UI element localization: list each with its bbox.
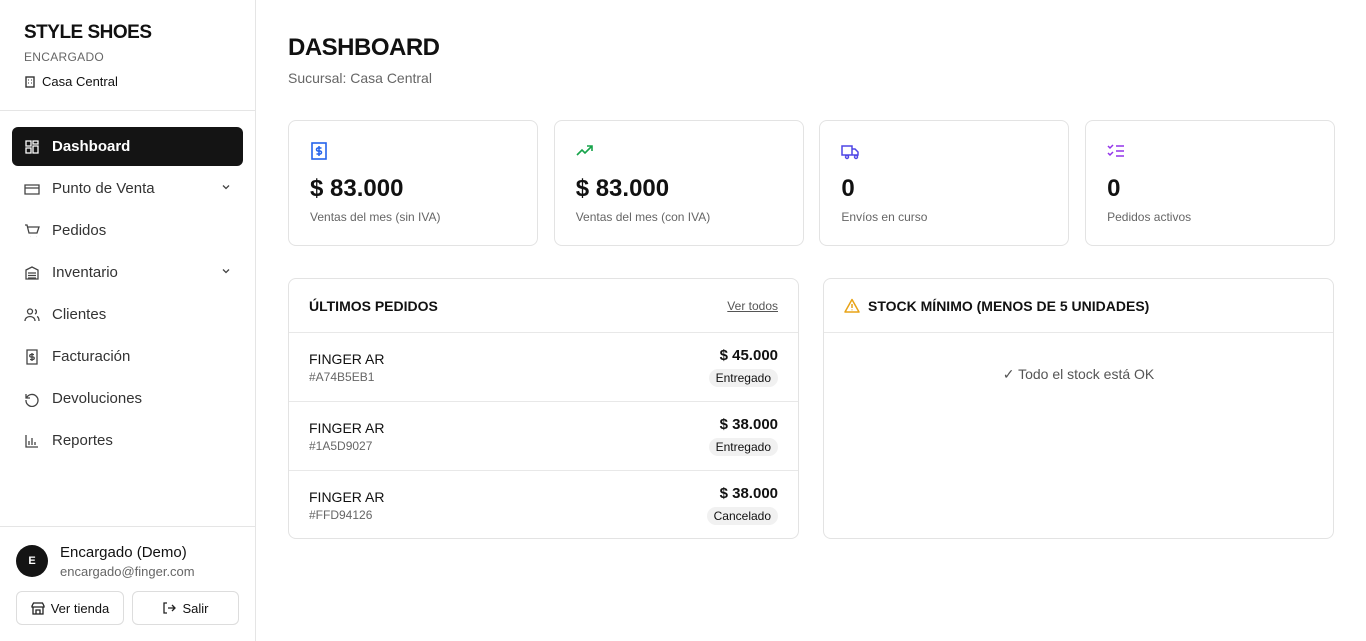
nav-icon [24, 307, 40, 321]
nav-item[interactable]: Clientes [12, 295, 243, 334]
order-amount: $ 38.000 [719, 485, 778, 502]
stat-card: $ 83.000 Ventas del mes (sin IVA) [288, 120, 538, 246]
nav-item[interactable]: Punto de Venta [12, 169, 243, 208]
orders-header: ÚLTIMOS PEDIDOS Ver todos [289, 279, 798, 333]
sidebar: STYLE SHOES ENCARGADO Casa Central Dashb… [0, 0, 256, 641]
divider [0, 110, 255, 111]
stat-icon [311, 142, 327, 160]
user-name: Encargado (Demo) [60, 544, 187, 561]
store-button[interactable]: Ver tienda [16, 591, 124, 625]
nav-item[interactable]: Devoluciones [12, 379, 243, 418]
order-customer: FINGER AR [309, 351, 385, 367]
stock-message: ✓ Todo el stock está OK [1002, 366, 1155, 382]
stock-title: STOCK MÍNIMO (MENOS DE 5 UNIDADES) [868, 297, 1150, 314]
stat-icon [576, 145, 593, 156]
order-customer: FINGER AR [309, 489, 385, 505]
nav-icon [25, 434, 38, 448]
chevron [222, 269, 230, 274]
nav-item[interactable]: Dashboard [12, 127, 243, 166]
nav-label: Inventario [52, 264, 118, 281]
order-row[interactable]: FINGER AR #FFD94126 $ 38.000 Cancelado [289, 471, 798, 538]
nav-label: Facturación [52, 348, 131, 365]
store-icon [31, 602, 45, 615]
brand: STYLE SHOES [24, 22, 152, 43]
orders-panel: ÚLTIMOS PEDIDOS Ver todos FINGER AR #A74… [288, 278, 799, 539]
branch-name: Casa Central [42, 74, 118, 89]
warning-icon [844, 298, 860, 313]
stat-value: 0 [1107, 175, 1121, 202]
order-customer: FINGER AR [309, 420, 385, 436]
chevron [222, 185, 230, 190]
order-row[interactable]: FINGER AR #A74B5EB1 $ 45.000 Entregado [289, 333, 798, 402]
page-title: DASHBOARD [288, 34, 440, 61]
nav-label: Devoluciones [52, 390, 143, 407]
stat-label: Envíos en curso [841, 210, 928, 224]
order-status: Cancelado [706, 507, 778, 525]
order-status: Entregado [708, 369, 778, 387]
nav-label: Dashboard [52, 138, 131, 155]
divider [0, 526, 255, 527]
building-icon [25, 75, 35, 88]
nav-item[interactable]: Inventario [12, 253, 243, 292]
stock-header: STOCK MÍNIMO (MENOS DE 5 UNIDADES) [824, 279, 1333, 333]
nav-item[interactable]: Pedidos [12, 211, 243, 250]
order-status: Entregado [708, 438, 778, 456]
stat-value: 0 [841, 175, 855, 202]
avatar: E [16, 545, 48, 577]
logout-label: Salir [182, 600, 209, 616]
nav-label: Pedidos [52, 222, 107, 239]
view-all-link[interactable]: Ver todos [727, 298, 778, 313]
branch: Casa Central [24, 74, 118, 89]
stat-label: Ventas del mes (sin IVA) [310, 210, 441, 224]
nav-icon [25, 139, 39, 154]
store-label: Ver tienda [50, 600, 110, 616]
order-id: #A74B5EB1 [309, 370, 375, 384]
stat-icon [1107, 144, 1125, 157]
role: ENCARGADO [24, 50, 105, 64]
stat-card: 0 Envíos en curso [819, 120, 1070, 246]
stat-value: $ 83.000 [575, 175, 670, 202]
stat-label: Ventas del mes (con IVA) [575, 210, 711, 224]
order-row[interactable]: FINGER AR #1A5D9027 $ 38.000 Entregado [289, 402, 798, 471]
nav-icon [25, 393, 39, 407]
logout-icon [163, 602, 177, 614]
nav-item[interactable]: Facturación [12, 337, 243, 376]
order-id: #FFD94126 [309, 508, 373, 522]
order-amount: $ 45.000 [719, 347, 778, 364]
page-subtitle: Sucursal: Casa Central [288, 70, 432, 86]
nav-icon [24, 183, 40, 195]
logout-button[interactable]: Salir [132, 591, 239, 625]
nav-label: Punto de Venta [52, 180, 155, 197]
stat-icon [841, 145, 860, 160]
nav-icon [25, 223, 40, 237]
nav-label: Clientes [52, 306, 107, 323]
user-email: encargado@finger.com [60, 564, 195, 579]
order-id: #1A5D9027 [309, 439, 373, 453]
stat-card: $ 83.000 Ventas del mes (con IVA) [553, 120, 804, 246]
nav-item[interactable]: Reportes [12, 421, 243, 460]
stat-label: Pedidos activos [1107, 210, 1192, 224]
order-amount: $ 38.000 [719, 416, 778, 433]
stock-panel: STOCK MÍNIMO (MENOS DE 5 UNIDADES) ✓ Tod… [823, 278, 1334, 539]
nav-icon [25, 265, 39, 280]
stat-card: 0 Pedidos activos [1085, 120, 1336, 246]
nav-icon [26, 348, 38, 365]
stat-value: $ 83.000 [310, 175, 404, 202]
orders-title: ÚLTIMOS PEDIDOS [309, 297, 438, 314]
nav-label: Reportes [52, 432, 113, 449]
